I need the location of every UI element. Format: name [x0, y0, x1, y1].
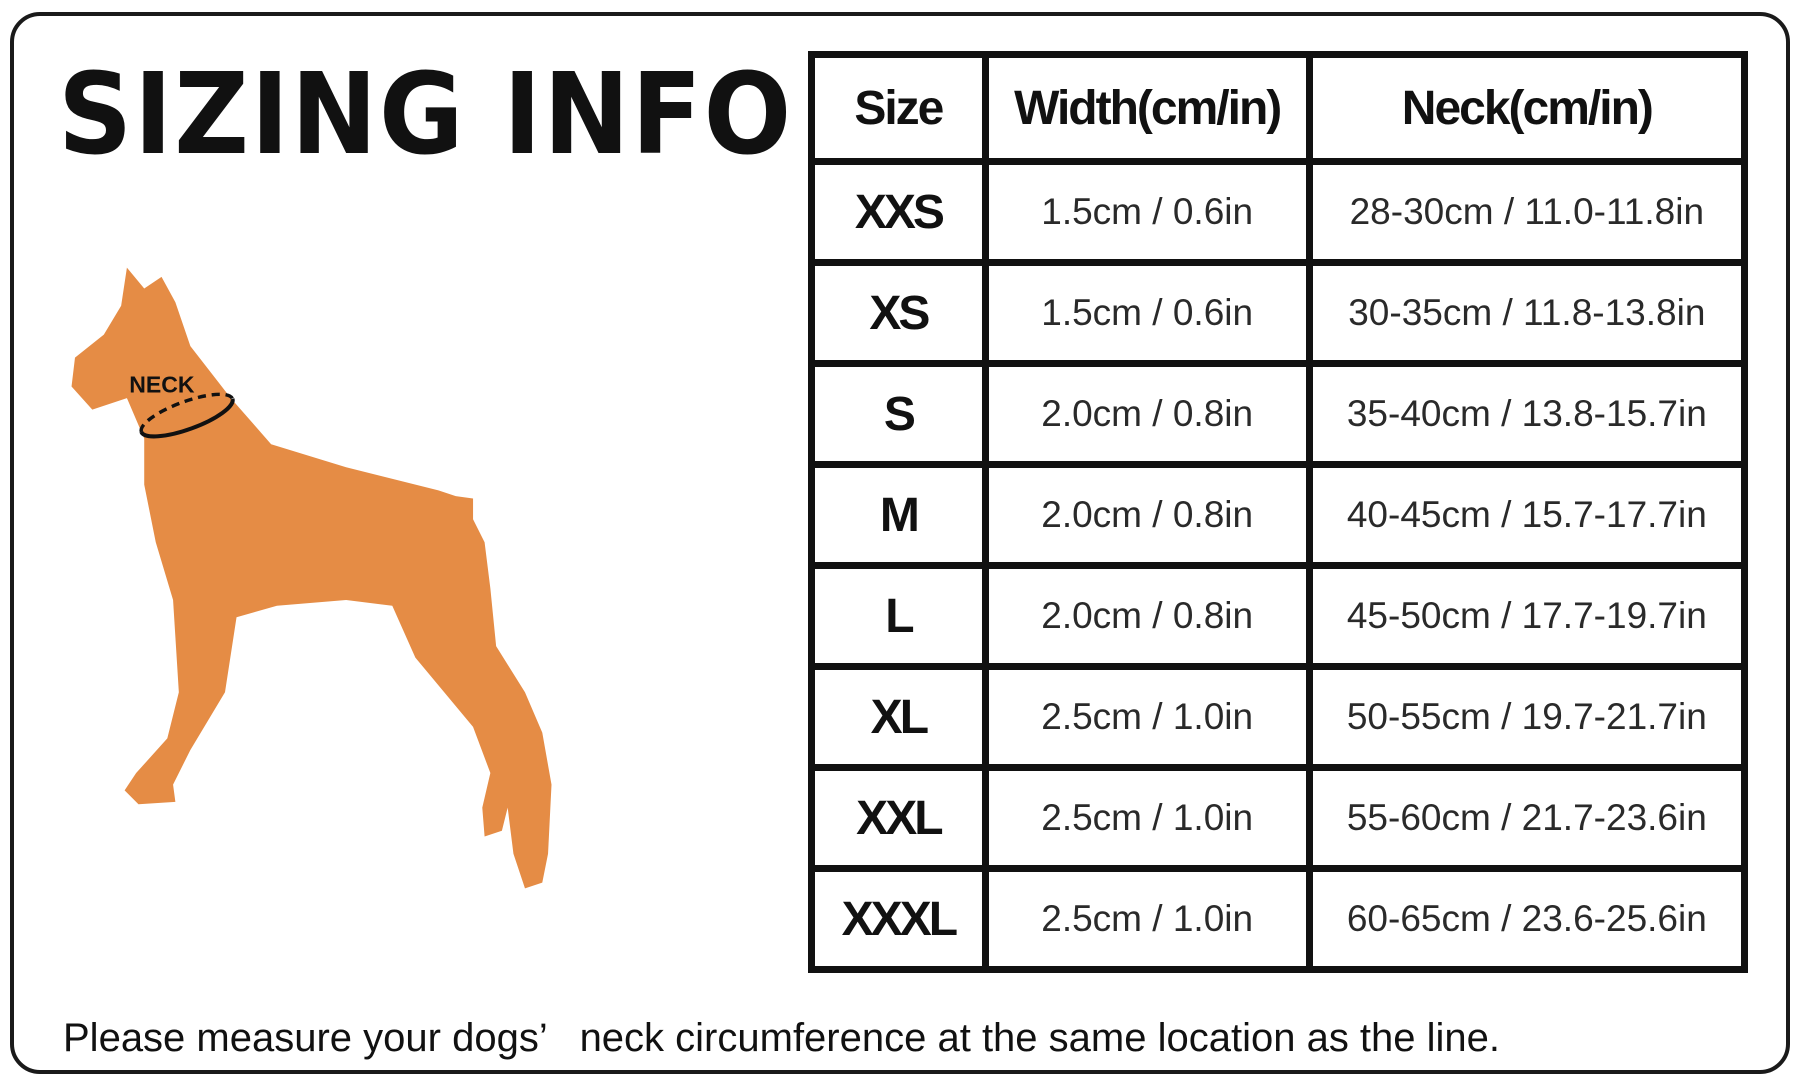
cell-size: XL	[808, 663, 989, 771]
header-width: Width(cm/in)	[981, 51, 1313, 165]
card-frame	[10, 12, 1790, 1074]
table-row: M 2.0cm / 0.8in 40-45cm / 15.7-17.7in	[808, 461, 1749, 569]
cell-neck: 40-45cm / 15.7-17.7in	[1305, 461, 1749, 569]
page-title: SIZING INFO	[58, 50, 794, 180]
dog-silhouette	[71, 267, 552, 889]
cell-size: L	[808, 562, 989, 670]
cell-size: XXXL	[808, 865, 989, 973]
size-chart-table: Size Width(cm/in) Neck(cm/in) XXS 1.5cm /…	[808, 51, 1749, 973]
cell-width: 2.5cm / 1.0in	[981, 764, 1313, 872]
table-row: L 2.0cm / 0.8in 45-50cm / 17.7-19.7in	[808, 562, 1749, 670]
cell-neck: 30-35cm / 11.8-13.8in	[1305, 259, 1749, 367]
table-row: XXXL 2.5cm / 1.0in 60-65cm / 23.6-25.6in	[808, 865, 1749, 973]
cell-width: 2.0cm / 0.8in	[981, 461, 1313, 569]
header-size: Size	[808, 51, 989, 165]
header-neck: Neck(cm/in)	[1305, 51, 1749, 165]
table-row: XXS 1.5cm / 0.6in 28-30cm / 11.0-11.8in	[808, 158, 1749, 266]
cell-size: XS	[808, 259, 989, 367]
measurement-note: Please measure your dogs’ neck circumfer…	[63, 1016, 1501, 1060]
neck-label: NECK	[129, 371, 195, 397]
cell-neck: 28-30cm / 11.0-11.8in	[1305, 158, 1749, 266]
cell-neck: 55-60cm / 21.7-23.6in	[1305, 764, 1749, 872]
cell-neck: 50-55cm / 19.7-21.7in	[1305, 663, 1749, 771]
cell-width: 2.0cm / 0.8in	[981, 360, 1313, 468]
dog-illustration: NECK	[71, 267, 552, 889]
table-row: S 2.0cm / 0.8in 35-40cm / 13.8-15.7in	[808, 360, 1749, 468]
cell-width: 2.5cm / 1.0in	[981, 663, 1313, 771]
cell-size: M	[808, 461, 989, 569]
cell-width: 2.0cm / 0.8in	[981, 562, 1313, 670]
cell-size: S	[808, 360, 989, 468]
cell-width: 2.5cm / 1.0in	[981, 865, 1313, 973]
cell-size: XXL	[808, 764, 989, 872]
table-row: XXL 2.5cm / 1.0in 55-60cm / 21.7-23.6in	[808, 764, 1749, 872]
table-row: XL 2.5cm / 1.0in 50-55cm / 19.7-21.7in	[808, 663, 1749, 771]
table-header-row: Size Width(cm/in) Neck(cm/in)	[808, 51, 1749, 165]
cell-size: XXS	[808, 158, 989, 266]
table-row: XS 1.5cm / 0.6in 30-35cm / 11.8-13.8in	[808, 259, 1749, 367]
cell-width: 1.5cm / 0.6in	[981, 158, 1313, 266]
cell-neck: 35-40cm / 13.8-15.7in	[1305, 360, 1749, 468]
cell-width: 1.5cm / 0.6in	[981, 259, 1313, 367]
cell-neck: 60-65cm / 23.6-25.6in	[1305, 865, 1749, 973]
neck-measure-line	[139, 392, 235, 439]
cell-neck: 45-50cm / 17.7-19.7in	[1305, 562, 1749, 670]
